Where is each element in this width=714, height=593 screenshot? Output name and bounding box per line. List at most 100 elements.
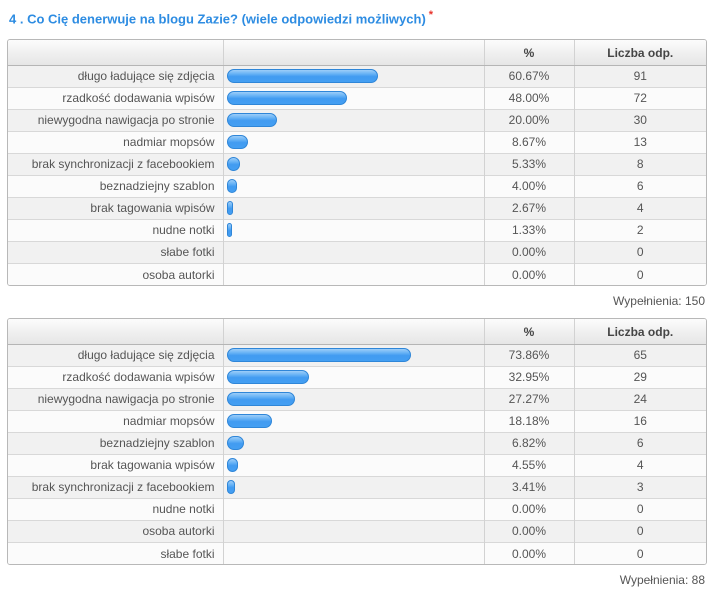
count-value: 0 [573, 240, 706, 264]
bar-cell [222, 343, 484, 367]
bar-cell [222, 108, 484, 132]
count-value: 13 [573, 130, 706, 154]
count-value: 24 [573, 387, 706, 411]
count-value: 0 [573, 541, 706, 565]
percent-value: 48.00% [483, 86, 574, 110]
percent-value: 0.00% [483, 262, 574, 286]
result-row: beznadziejny szablon 6.82% 6 [8, 431, 706, 455]
results-table: % Liczba odp. długo ładujące się zdjęcia… [8, 319, 706, 565]
answer-label: nadmiar mopsów [8, 409, 223, 433]
result-row: długo ładujące się zdjęcia 73.86% 65 [8, 343, 706, 367]
bar-cell [222, 262, 484, 286]
result-row: brak tagowania wpisów 2.67% 4 [8, 196, 706, 220]
percent-value: 60.67% [483, 64, 574, 88]
bar-cell [222, 365, 484, 389]
answer-label: brak synchronizacji z facebookiem [8, 475, 223, 499]
result-bar [226, 179, 237, 194]
table-body: długo ładujące się zdjęcia 73.86% 65 rzadko… [8, 343, 706, 565]
bar-cell [222, 519, 484, 543]
bar-cell [222, 541, 484, 565]
results-table-group-2: % Liczba odp. długo ładujące się zdjęcia… [7, 318, 707, 566]
answer-label: nadmiar mopsów [8, 130, 223, 154]
percent-value: 0.00% [483, 541, 574, 565]
result-row: nadmiar mopsów 18.18% 16 [8, 409, 706, 433]
result-bar [226, 91, 347, 106]
header-count: Liczba odp. [573, 319, 706, 345]
header-answer-cell [8, 319, 223, 345]
header-answer-cell [8, 40, 223, 66]
count-value: 65 [573, 343, 706, 367]
result-row: brak synchronizacji z facebookiem 5.33% 8 [8, 152, 706, 176]
percent-value: 1.33% [483, 218, 574, 242]
percent-value: 20.00% [483, 108, 574, 132]
header-percent: % [483, 40, 574, 66]
count-value: 16 [573, 409, 706, 433]
answer-label: beznadziejny szablon [8, 174, 223, 198]
count-value: 29 [573, 365, 706, 389]
fills-summary-2: Wypełnienia: 88 [619, 573, 705, 588]
answer-label: słabe fotki [8, 240, 223, 264]
result-row: beznadziejny szablon 4.00% 6 [8, 174, 706, 198]
percent-value: 0.00% [483, 497, 574, 521]
answer-label: rzadkość dodawania wpisów [8, 365, 223, 389]
result-bar [226, 113, 277, 128]
count-value: 0 [573, 262, 706, 286]
required-asterisk: * [428, 9, 434, 21]
bar-cell [222, 387, 484, 411]
answer-label: słabe fotki [8, 541, 223, 565]
percent-value: 4.55% [483, 453, 574, 477]
table-header-row: % Liczba odp. [8, 40, 706, 66]
fills-summary-1: Wypełnienia: 150 [613, 294, 705, 309]
percent-value: 3.41% [483, 475, 574, 499]
percent-value: 73.86% [483, 343, 574, 367]
percent-value: 0.00% [483, 240, 574, 264]
percent-value: 32.95% [483, 365, 574, 389]
count-value: 6 [573, 174, 706, 198]
bar-cell [222, 431, 484, 455]
table-header-row: % Liczba odp. [8, 319, 706, 345]
result-row: słabe fotki 0.00% 0 [8, 240, 706, 264]
bar-cell [222, 174, 484, 198]
answer-label: brak tagowania wpisów [8, 453, 223, 477]
result-bar [226, 458, 238, 473]
result-bar [226, 157, 240, 172]
result-row: długo ładujące się zdjęcia 60.67% 91 [8, 64, 706, 88]
answer-label: osoba autorki [8, 519, 223, 543]
percent-value: 6.82% [483, 431, 574, 455]
header-bar-cell [222, 40, 484, 66]
count-value: 3 [573, 475, 706, 499]
result-bar [226, 201, 234, 216]
result-row: nadmiar mopsów 8.67% 13 [8, 130, 706, 154]
percent-value: 8.67% [483, 130, 574, 154]
count-value: 91 [573, 64, 706, 88]
result-bar [226, 414, 272, 429]
answer-label: brak synchronizacji z facebookiem [8, 152, 223, 176]
result-row: nudne notki 1.33% 2 [8, 218, 706, 242]
result-row: rzadkość dodawania wpisów 32.95% 29 [8, 365, 706, 389]
bar-cell [222, 453, 484, 477]
bar-cell [222, 130, 484, 154]
percent-value: 4.00% [483, 174, 574, 198]
result-row: osoba autorki 0.00% 0 [8, 262, 706, 286]
bar-cell [222, 497, 484, 521]
result-bar [226, 69, 379, 84]
count-value: 0 [573, 519, 706, 543]
bar-cell [222, 196, 484, 220]
result-bar [226, 348, 412, 363]
bar-cell [222, 86, 484, 110]
result-bar [226, 135, 249, 150]
answer-label: rzadkość dodawania wpisów [8, 86, 223, 110]
result-bar [226, 392, 295, 407]
count-value: 72 [573, 86, 706, 110]
answer-label: długo ładujące się zdjęcia [8, 64, 223, 88]
table-body: długo ładujące się zdjęcia 60.67% 91 rzadko… [8, 64, 706, 286]
result-bar [226, 480, 236, 495]
count-value: 2 [573, 218, 706, 242]
result-row: niewygodna nawigacja po stronie 27.27% 24 [8, 387, 706, 411]
count-value: 8 [573, 152, 706, 176]
answer-label: beznadziejny szablon [8, 431, 223, 455]
answer-label: brak tagowania wpisów [8, 196, 223, 220]
header-percent: % [483, 319, 574, 345]
percent-value: 0.00% [483, 519, 574, 543]
result-row: osoba autorki 0.00% 0 [8, 519, 706, 543]
